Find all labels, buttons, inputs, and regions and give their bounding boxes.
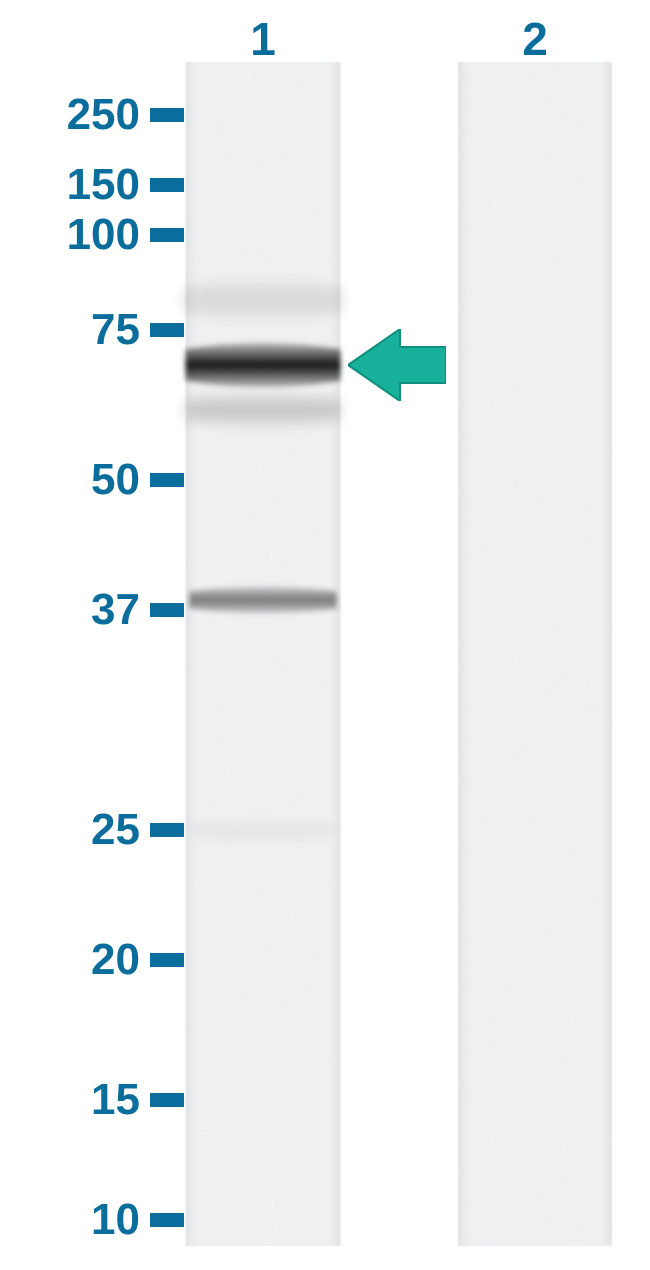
target-band-arrow-icon <box>348 329 446 401</box>
mw-label-20: 20 <box>91 935 140 985</box>
mw-label-50: 50 <box>91 455 140 505</box>
mw-label-25: 25 <box>91 805 140 855</box>
mw-tick-10 <box>150 1213 184 1227</box>
lane-header-1: 1 <box>250 12 276 66</box>
mw-label-100: 100 <box>67 210 140 260</box>
mw-tick-25 <box>150 823 184 837</box>
mw-label-15: 15 <box>91 1075 140 1125</box>
mw-tick-37 <box>150 603 184 617</box>
mw-tick-150 <box>150 178 184 192</box>
mw-tick-50 <box>150 473 184 487</box>
mw-tick-15 <box>150 1093 184 1107</box>
mw-label-75: 75 <box>91 305 140 355</box>
mw-tick-250 <box>150 108 184 122</box>
mw-tick-100 <box>150 228 184 242</box>
mw-tick-75 <box>150 323 184 337</box>
mw-label-250: 250 <box>67 90 140 140</box>
lane-header-2: 2 <box>522 12 548 66</box>
mw-label-37: 37 <box>91 585 140 635</box>
mw-label-10: 10 <box>91 1195 140 1245</box>
mw-label-150: 150 <box>67 160 140 210</box>
mw-tick-20 <box>150 953 184 967</box>
